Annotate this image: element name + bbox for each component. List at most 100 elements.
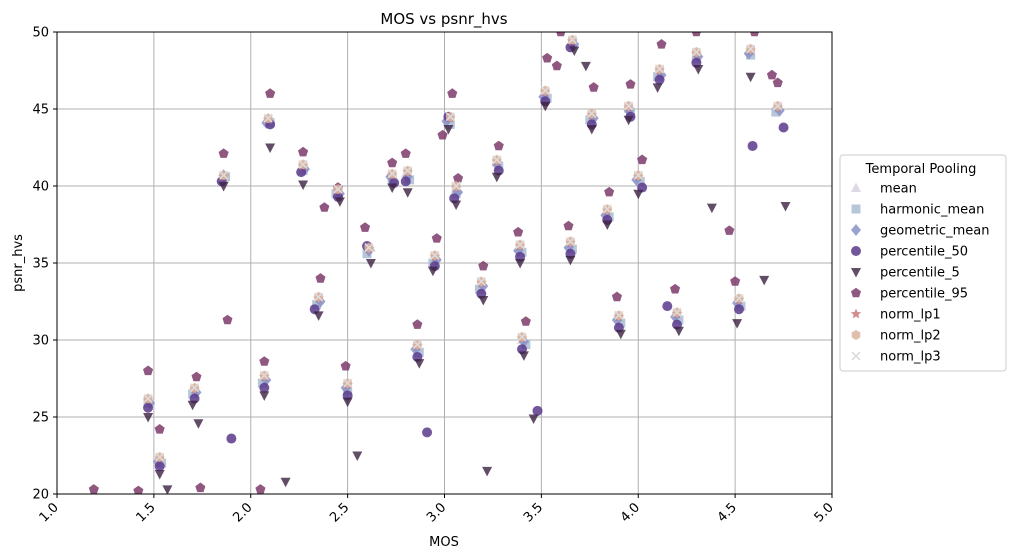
- series-norm_lp1: [142, 35, 783, 463]
- data-point: [623, 101, 634, 111]
- data-point: [625, 79, 636, 89]
- data-point: [673, 326, 684, 337]
- legend-label: norm_lp1: [880, 308, 941, 323]
- data-point: [691, 32, 701, 37]
- x-tick-label: 1.0: [37, 500, 62, 525]
- data-point: [451, 200, 462, 210]
- data-point: [580, 61, 591, 72]
- data-point: [88, 484, 99, 494]
- data-point: [515, 259, 526, 269]
- data-point: [403, 166, 413, 176]
- data-point: [437, 129, 448, 140]
- data-point: [143, 402, 154, 413]
- data-point: [588, 82, 599, 92]
- data-point: [587, 109, 597, 119]
- data-point: [724, 225, 735, 235]
- data-point: [772, 77, 783, 88]
- data-point: [614, 310, 624, 320]
- data-point: [520, 316, 531, 326]
- x-tick-label: 2.5: [327, 500, 352, 525]
- data-point: [513, 226, 524, 237]
- data-point: [154, 424, 165, 434]
- data-point: [518, 351, 529, 361]
- data-point: [451, 181, 461, 191]
- data-point: [672, 307, 682, 317]
- legend-label: norm_lp3: [880, 350, 941, 365]
- series-mean: [143, 37, 783, 465]
- legend-marker: [851, 204, 861, 214]
- data-point: [154, 461, 165, 472]
- data-point: [365, 259, 376, 269]
- data-point: [298, 146, 309, 157]
- data-point: [218, 148, 229, 158]
- legend-label: percentile_5: [880, 266, 960, 281]
- legend-item-percentile_95: percentile_95: [851, 287, 968, 302]
- data-point: [611, 291, 622, 302]
- data-point: [143, 365, 154, 376]
- data-point: [778, 122, 789, 133]
- data-point: [259, 370, 269, 380]
- data-point: [218, 182, 229, 192]
- data-point: [478, 296, 489, 306]
- y-axis-title: psnr_hvs: [11, 234, 26, 292]
- legend-title: Temporal Pooling: [865, 162, 977, 177]
- data-point: [430, 250, 440, 260]
- data-point: [706, 203, 717, 214]
- data-point: [222, 314, 233, 325]
- data-point: [615, 329, 626, 340]
- data-point: [263, 113, 273, 123]
- x-tick-label: 5.0: [812, 500, 837, 525]
- data-point: [265, 143, 276, 153]
- series-norm_lp2: [143, 34, 783, 462]
- legend-label: geometric_mean: [880, 224, 989, 239]
- data-point: [766, 69, 777, 80]
- data-point: [654, 64, 665, 74]
- chart-title: MOS vs psnr_hvs: [380, 10, 507, 29]
- data-point: [745, 72, 756, 83]
- legend-marker: [851, 330, 861, 340]
- data-point: [482, 466, 493, 477]
- legend-marker: [851, 182, 861, 192]
- data-point: [414, 359, 425, 369]
- data-point: [191, 371, 202, 382]
- data-point: [532, 405, 543, 416]
- data-point: [633, 189, 644, 200]
- data-point: [604, 186, 615, 197]
- data-point: [780, 202, 791, 212]
- legend-label: mean: [880, 182, 917, 197]
- y-axis-ticks: 20 25 30 35 40 45 50: [32, 26, 57, 503]
- x-tick-label: 3.0: [424, 500, 449, 525]
- data-point: [586, 125, 597, 135]
- data-point: [340, 360, 351, 371]
- data-point: [280, 477, 291, 488]
- legend-item-geometric_mean: geometric_mean: [851, 224, 989, 239]
- data-point: [746, 44, 756, 54]
- data-point: [567, 244, 577, 254]
- data-point: [662, 301, 673, 312]
- x-axis-ticks: 1.0 1.5 2.0 2.5 3.0 3.5 4.0 4.5 5.0: [37, 494, 837, 525]
- data-point: [492, 155, 502, 165]
- data-point: [569, 46, 580, 56]
- legend-item-norm_lp2: norm_lp2: [851, 329, 941, 344]
- data-point: [412, 340, 422, 350]
- x-tick-label: 1.5: [133, 500, 158, 525]
- series-harmonic_mean: [143, 39, 781, 468]
- data-point: [188, 389, 198, 399]
- data-point: [342, 397, 353, 408]
- data-point: [257, 378, 267, 388]
- data-point: [491, 172, 502, 183]
- data-point: [352, 451, 363, 461]
- data-point: [478, 260, 489, 271]
- legend-marker: [851, 351, 861, 361]
- legend-label: harmonic_mean: [880, 203, 984, 218]
- legend-label: percentile_95: [880, 287, 968, 302]
- data-point: [616, 318, 626, 328]
- data-point: [154, 470, 165, 480]
- data-point: [189, 383, 200, 393]
- data-point: [296, 167, 307, 178]
- legend-marker: [851, 287, 861, 298]
- x-tick-label: 2.0: [230, 500, 255, 525]
- data-point: [155, 452, 165, 462]
- data-point: [431, 233, 442, 243]
